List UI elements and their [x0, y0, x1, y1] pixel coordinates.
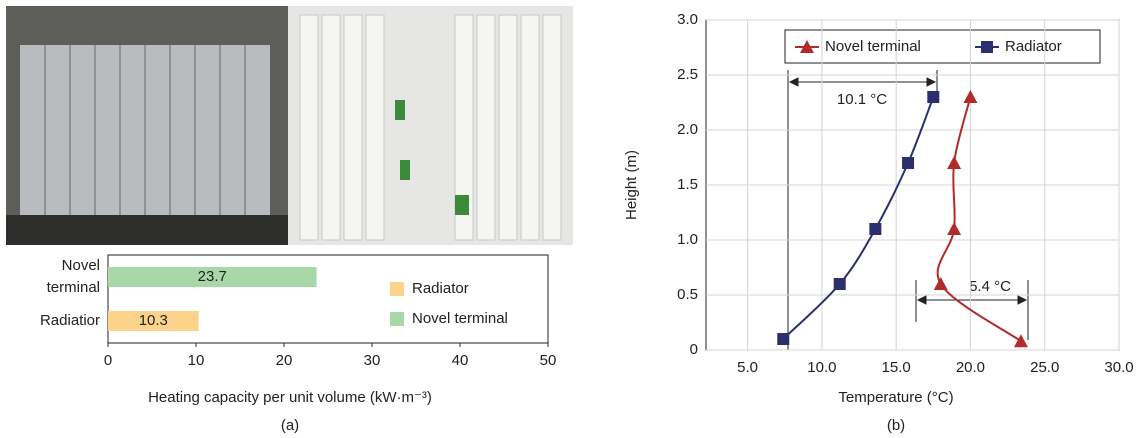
- marker: [963, 90, 978, 103]
- x-tick-label: 25.0: [1030, 359, 1059, 376]
- x-tick-label: 30.0: [1104, 359, 1133, 376]
- legend-swatch: [390, 312, 404, 326]
- legend-label: Novel terminal: [412, 310, 508, 327]
- caption: (a): [281, 417, 299, 434]
- legend-box: [784, 29, 1101, 64]
- x-tick-label: 40: [452, 352, 469, 369]
- value-label: 23.7: [198, 268, 227, 285]
- bar: [108, 267, 317, 287]
- y-tick-label: 1.5: [677, 176, 698, 193]
- marker: [833, 278, 846, 290]
- value-label: 10.3: [139, 312, 168, 329]
- x-tick-label: 30: [364, 352, 381, 369]
- photo: [6, 6, 573, 245]
- y-tick-label: Radiatior: [39, 312, 100, 329]
- x-tick-label: 15.0: [882, 359, 911, 376]
- marker: [1013, 334, 1028, 348]
- x-tick-label: 20.0: [956, 359, 985, 376]
- x-tick-label: 20: [276, 352, 293, 369]
- y-tick-label: 3.0: [677, 11, 698, 28]
- marker: [933, 277, 948, 290]
- x-tick-label: 5.0: [737, 359, 758, 376]
- marker: [869, 223, 882, 235]
- marker: [981, 41, 993, 53]
- plot-frame: [107, 254, 549, 344]
- marker: [777, 333, 790, 345]
- y-tick-label: 0.5: [677, 286, 698, 303]
- marker: [800, 40, 814, 53]
- x-tick-label: 0: [104, 352, 112, 369]
- marker: [927, 91, 940, 103]
- annotation: 5.4 °C: [969, 278, 1011, 295]
- x-tick-label: 50: [540, 352, 557, 369]
- x-axis-title: Temperature (°C): [838, 389, 953, 406]
- legend-label: Novel terminal: [825, 38, 921, 55]
- x-axis-title: Heating capacity per unit volume (kW·m⁻³…: [148, 389, 432, 406]
- annotation: 10.1 °C: [837, 91, 887, 108]
- y-tick-label: 0: [690, 341, 698, 358]
- y-axis-title: Height (m): [623, 150, 640, 220]
- y-tick-label: 1.0: [677, 231, 698, 248]
- line: [936, 96, 1022, 343]
- legend-label: Radiator: [1005, 38, 1062, 55]
- caption: (b): [887, 417, 905, 434]
- y-tick-label: 2.0: [677, 121, 698, 138]
- marker: [902, 157, 915, 169]
- line: [782, 96, 935, 340]
- legend-label: Radiator: [412, 280, 469, 297]
- bar: [108, 311, 199, 331]
- legend-swatch: [390, 282, 404, 296]
- marker: [947, 156, 962, 169]
- x-tick-label: 10.0: [807, 359, 836, 376]
- y-tick-label: 2.5: [677, 66, 698, 83]
- marker: [947, 222, 962, 235]
- annotation-arrows: [787, 70, 1029, 350]
- y-tick-label: Novel terminal: [46, 257, 100, 296]
- x-tick-label: 10: [188, 352, 205, 369]
